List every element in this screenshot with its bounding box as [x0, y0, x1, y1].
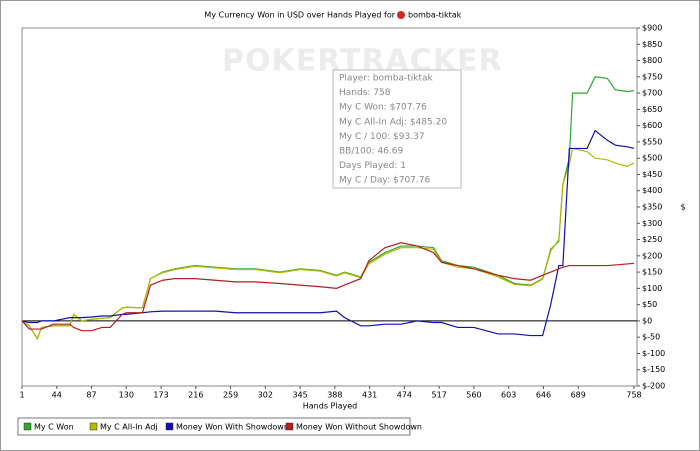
legend-swatch: [165, 422, 174, 431]
x-tick-label: 44: [52, 391, 62, 400]
x-tick-label: 474: [397, 391, 412, 400]
legend-label: My C Won: [34, 423, 74, 432]
x-tick-label: 87: [86, 391, 96, 400]
x-tick-label: 431: [362, 391, 377, 400]
x-tick-label: 345: [292, 391, 307, 400]
y-tick-label: $200: [642, 251, 662, 260]
x-tick-label: 560: [466, 391, 481, 400]
x-tick-label: 259: [223, 391, 238, 400]
x-tick-label: 1: [19, 391, 24, 400]
tooltip-line: My C / 100: $93.37: [339, 132, 425, 142]
x-tick-label: 758: [626, 391, 641, 400]
y-tick-label: $250: [642, 235, 662, 244]
y-tick-label: $400: [642, 186, 662, 195]
y-tick-label: $50: [642, 300, 657, 309]
y-tick-label: $600: [642, 121, 662, 130]
tooltip-line: Hands: 758: [339, 88, 391, 98]
legend-label: Money Won With Showdown: [176, 423, 289, 432]
y-axis-label: $: [680, 203, 685, 212]
y-tick-label: $700: [642, 89, 662, 98]
x-tick-label: 173: [153, 391, 168, 400]
x-tick-label: 216: [188, 391, 203, 400]
y-tick-label: $100: [642, 284, 662, 293]
y-tick-label: $150: [642, 268, 662, 277]
tooltip-box: [332, 69, 462, 189]
tooltip-line: My C Won: $707.76: [339, 103, 427, 113]
y-tick-label: $450: [642, 170, 662, 179]
x-tick-label: 689: [571, 391, 586, 400]
y-tick-label: $500: [642, 154, 662, 163]
tooltip-line: BB/100: 46.69: [339, 147, 403, 157]
y-tick-label: $900: [642, 24, 662, 33]
legend-label: Money Won Without Showdown: [296, 423, 422, 432]
y-tick-label: $-50: [642, 333, 660, 342]
x-tick-label: 603: [501, 391, 516, 400]
y-tick-label: $-100: [642, 349, 665, 358]
y-tick-label: $350: [642, 203, 662, 212]
tooltip-line: Player: bomba-tiktak: [339, 74, 433, 84]
tooltip-line: My C / Day: $707.76: [339, 176, 430, 186]
x-axis-label: Hands Played: [303, 402, 357, 411]
tooltip-line: My C All-In Adj: $485.20: [339, 117, 447, 127]
legend-swatch: [285, 422, 294, 431]
y-tick-label: $300: [642, 219, 662, 228]
y-tick-label: $800: [642, 56, 662, 65]
y-tick-label: $-150: [642, 365, 665, 374]
series-line: [21, 242, 635, 332]
chart-title: My Currency Won in USD over Hands Played…: [204, 11, 395, 20]
y-tick-label: $0: [642, 316, 652, 325]
y-tick-label: $550: [642, 137, 662, 146]
legend-box: [17, 417, 411, 436]
y-tick-label: $850: [642, 40, 662, 49]
x-tick-label: 302: [258, 391, 273, 400]
tooltip: Player: bomba-tiktak Hands: 758 My C Won: …: [332, 69, 462, 189]
x-tick-label: 130: [119, 391, 134, 400]
y-tick-label: $650: [642, 105, 662, 114]
legend-swatch: [89, 422, 98, 431]
legend-label: My C All-In Adj: [100, 423, 158, 432]
player-icon: [397, 11, 405, 19]
tooltip-line: Days Played: 1: [339, 161, 406, 171]
legend-swatch: [23, 422, 32, 431]
x-tick-label: 388: [327, 391, 342, 400]
x-tick-label: 646: [536, 391, 551, 400]
series-line: [21, 147, 635, 341]
x-tick-label: 517: [432, 391, 447, 400]
y-tick-label: $750: [642, 72, 662, 81]
y-tick-label: $-200: [642, 382, 665, 391]
series-line: [21, 129, 635, 337]
player-name: bomba-tiktak: [408, 11, 462, 20]
